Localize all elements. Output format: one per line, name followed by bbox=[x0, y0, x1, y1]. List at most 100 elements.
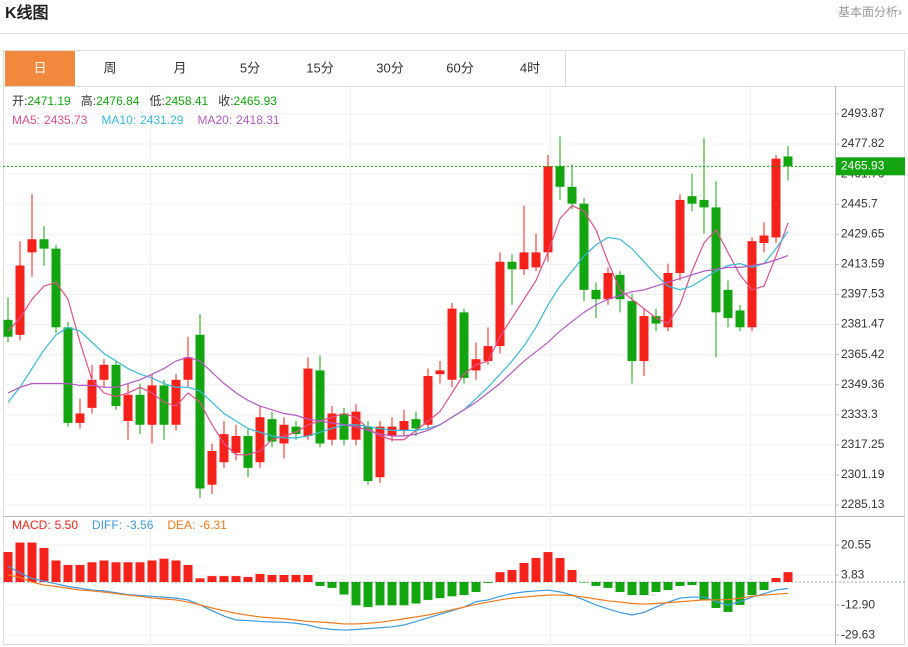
tab[interactable] bbox=[495, 51, 565, 86]
macd-bar bbox=[399, 581, 409, 606]
tab[interactable] bbox=[285, 51, 355, 86]
macd-legend: MACD: 5.50 DIFF: -3.56 DEA: -6.31 bbox=[12, 518, 227, 532]
macd-bar bbox=[603, 581, 613, 588]
y-tick-label: 3.83 bbox=[841, 567, 865, 581]
macd-bar bbox=[699, 581, 709, 600]
y-tick-label: 2381.47 bbox=[841, 317, 885, 331]
ma-line bbox=[7, 204, 789, 456]
tab[interactable] bbox=[355, 51, 425, 86]
candle-body bbox=[171, 379, 181, 425]
candle-body bbox=[315, 370, 325, 444]
candle-body bbox=[375, 426, 385, 478]
tab[interactable] bbox=[215, 51, 285, 86]
candle-body bbox=[447, 308, 457, 380]
legend-name: DIFF: bbox=[92, 518, 122, 532]
y-tick-label: -29.63 bbox=[841, 627, 875, 641]
macd-bar bbox=[219, 576, 229, 582]
y-tick-label: 2397.53 bbox=[841, 287, 885, 301]
macd-line bbox=[7, 565, 789, 631]
y-tick-label: 2493.87 bbox=[841, 106, 885, 120]
tab-label[interactable]: 60分 bbox=[446, 60, 473, 75]
legend-name: DEA: bbox=[167, 518, 195, 532]
macd-bar bbox=[279, 575, 289, 582]
v-grid bbox=[150, 87, 751, 645]
tab[interactable] bbox=[75, 51, 145, 86]
candle-body bbox=[675, 199, 685, 273]
y-tick-label: -12.90 bbox=[841, 597, 875, 611]
macd-bar bbox=[75, 564, 85, 582]
candle-body bbox=[303, 368, 313, 436]
y-tick-label: 2477.82 bbox=[841, 136, 885, 150]
candle-body bbox=[51, 248, 61, 328]
macd-bar bbox=[447, 581, 457, 597]
tab[interactable] bbox=[425, 51, 495, 86]
candle-body bbox=[699, 199, 709, 208]
candle-body bbox=[3, 319, 13, 337]
y-tick-label: 2301.19 bbox=[841, 467, 885, 481]
macd-bar bbox=[531, 557, 541, 582]
y-tick-label: 20.55 bbox=[841, 537, 871, 551]
macd-bar bbox=[651, 581, 661, 593]
y-tick-label: 2317.25 bbox=[841, 437, 885, 451]
legend-name: MA10: bbox=[101, 113, 136, 127]
candle-body bbox=[459, 312, 469, 378]
macd-bar bbox=[231, 576, 241, 582]
candle-body bbox=[735, 310, 745, 328]
candle-body bbox=[411, 419, 421, 429]
macd-bar bbox=[87, 562, 97, 582]
candle-body bbox=[783, 156, 793, 167]
candle-body bbox=[759, 235, 769, 244]
macd-bar bbox=[207, 576, 217, 582]
tab-label[interactable]: 日 bbox=[33, 60, 46, 75]
candle-body bbox=[339, 413, 349, 440]
macd-bar bbox=[159, 558, 169, 582]
tab-label[interactable]: 15分 bbox=[306, 60, 333, 75]
candle-body bbox=[267, 419, 277, 442]
y-tick-label: 2413.59 bbox=[841, 257, 885, 271]
candle-body bbox=[615, 274, 625, 300]
y-tick-label: 2445.7 bbox=[841, 196, 878, 210]
macd-bar bbox=[711, 581, 721, 608]
macd-bar bbox=[579, 581, 589, 583]
info-label: 开: bbox=[12, 94, 27, 108]
macd-bar bbox=[195, 578, 205, 582]
macd-bar bbox=[387, 581, 397, 606]
tab-label[interactable]: 周 bbox=[103, 60, 116, 75]
candle-body bbox=[99, 364, 109, 380]
tab-label[interactable]: 月 bbox=[173, 60, 186, 75]
candle-body bbox=[507, 261, 517, 270]
tab-label[interactable]: 5分 bbox=[240, 60, 260, 75]
macd-bar bbox=[111, 562, 121, 582]
candle-body bbox=[243, 435, 253, 468]
info-label: 低: bbox=[149, 94, 164, 108]
y-tick-label: 2365.42 bbox=[841, 347, 885, 361]
tab[interactable] bbox=[145, 51, 215, 86]
macd-bar bbox=[135, 562, 145, 582]
link[interactable]: 基本面分析› bbox=[838, 5, 902, 19]
candle-body bbox=[87, 379, 97, 408]
candle-body bbox=[555, 166, 565, 187]
macd-bar bbox=[675, 581, 685, 586]
candle-body bbox=[291, 426, 301, 435]
candle-body bbox=[591, 289, 601, 300]
y-tick-label: 2349.36 bbox=[841, 377, 885, 391]
candle-body bbox=[519, 252, 529, 270]
legend-name: MA20: bbox=[197, 113, 232, 127]
info-value: 2471.19 bbox=[27, 94, 71, 108]
tab-label[interactable]: 30分 bbox=[376, 60, 403, 75]
macd-bar bbox=[99, 560, 109, 582]
y-tick-label: 2333.3 bbox=[841, 407, 878, 421]
candle-body bbox=[327, 413, 337, 440]
macd-bar bbox=[507, 569, 517, 582]
candle-body bbox=[531, 252, 541, 268]
macd-bar bbox=[747, 581, 757, 596]
macd-bar bbox=[327, 581, 337, 588]
legend-name: MA5: bbox=[12, 113, 40, 127]
candle-body bbox=[279, 424, 289, 444]
tab[interactable] bbox=[5, 51, 75, 86]
info-value: 2458.41 bbox=[165, 94, 209, 108]
macd-bar bbox=[123, 562, 133, 582]
legend-name: MACD: bbox=[12, 518, 51, 532]
tab-label[interactable]: 4时 bbox=[520, 60, 540, 75]
